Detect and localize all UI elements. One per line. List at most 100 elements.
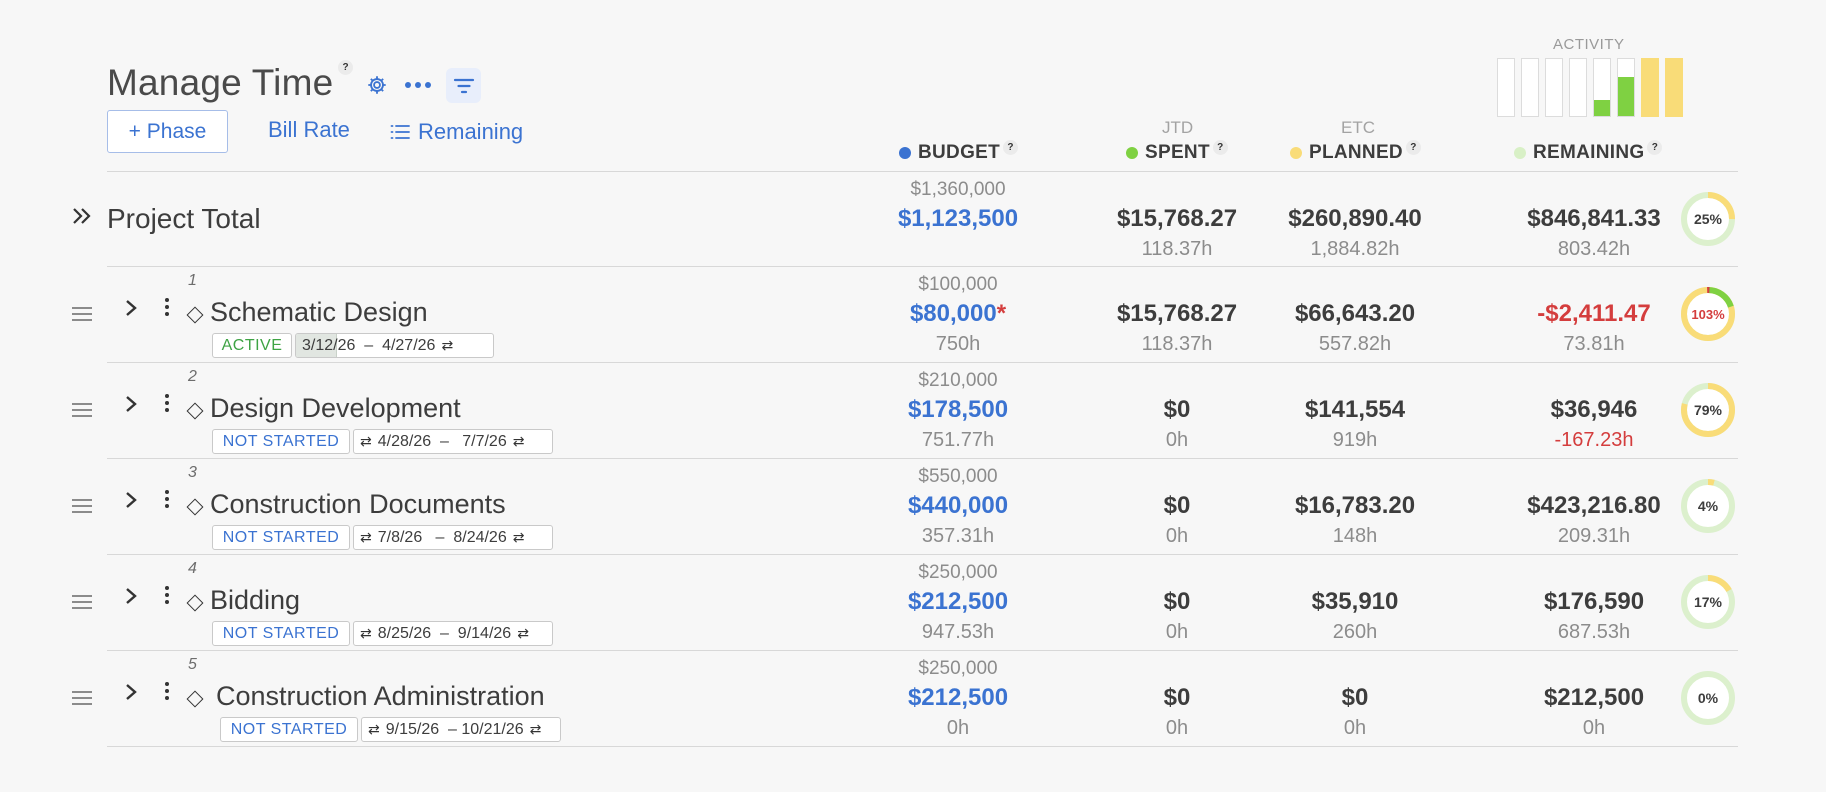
planned-sub-label: ETC: [1341, 118, 1375, 137]
phase-name[interactable]: Construction Administration: [216, 681, 545, 711]
planned-hours: 260h: [1332, 621, 1378, 643]
phase-name[interactable]: Construction Documents: [210, 489, 506, 519]
spent-hours: 118.37h: [1141, 333, 1213, 355]
chevron-right-icon[interactable]: [124, 490, 138, 516]
planned-value: $0: [1341, 684, 1369, 711]
budget-hours: 750h: [935, 333, 981, 355]
date-range[interactable]: ⇄ 9/15/26 – 10/21/26 ⇄: [361, 717, 561, 742]
kebab-icon[interactable]: [165, 586, 171, 607]
total-budget[interactable]: $1,123,500: [897, 205, 1019, 232]
budget-value[interactable]: $178,500: [858, 396, 1058, 424]
date-range-text: 4/28/26 – 7/7/26: [377, 432, 507, 450]
chevron-right-icon[interactable]: [124, 682, 138, 708]
status-badge[interactable]: NOT STARTED: [212, 525, 350, 550]
help-icon[interactable]: ?: [1647, 139, 1663, 155]
planned-column-header[interactable]: PLANNED ?: [1290, 139, 1421, 164]
filter-icon[interactable]: [446, 68, 481, 103]
kebab-icon[interactable]: [165, 394, 171, 415]
budget-column-header[interactable]: BUDGET ?: [899, 139, 1019, 164]
status-badge[interactable]: ACTIVE: [212, 333, 292, 358]
help-icon[interactable]: ?: [1405, 139, 1421, 155]
kebab-icon[interactable]: [165, 298, 171, 319]
swap-icon[interactable]: ⇄: [360, 433, 372, 449]
phase-row[interactable]: 2 Design Development NOT STARTED ⇄ 4/28/…: [0, 362, 1826, 458]
spent-hours: 0h: [1165, 621, 1189, 643]
activity-bar[interactable]: [1665, 58, 1683, 117]
drag-handle-icon[interactable]: [72, 403, 92, 421]
budget-top: $250,000: [918, 658, 998, 679]
remaining-hours: -167.23h: [1554, 429, 1634, 451]
swap-icon[interactable]: ⇄: [512, 529, 525, 545]
chevron-right-icon[interactable]: [124, 586, 138, 612]
remaining-column-label: REMAINING: [1533, 142, 1645, 163]
date-range[interactable]: ⇄ 4/28/26 – 7/7/26 ⇄: [353, 429, 553, 454]
diamond-icon: [186, 402, 204, 420]
help-icon[interactable]: ?: [1212, 139, 1228, 155]
total-remaining: $846,841.33: [1527, 205, 1661, 232]
divider: [107, 171, 1738, 172]
status-badge[interactable]: NOT STARTED: [212, 621, 350, 646]
activity-bar[interactable]: [1593, 58, 1611, 117]
activity-bar[interactable]: [1569, 58, 1587, 117]
drag-handle-icon[interactable]: [72, 499, 92, 517]
activity-bar[interactable]: [1521, 58, 1539, 117]
status-badge[interactable]: NOT STARTED: [220, 717, 358, 742]
chevron-right-icon[interactable]: [124, 394, 138, 420]
more-horizontal-icon[interactable]: [403, 73, 433, 97]
activity-chart: [1497, 57, 1683, 117]
double-chevron-right-icon[interactable]: [72, 207, 92, 230]
drag-handle-icon[interactable]: [72, 307, 92, 325]
divider: [107, 650, 1738, 651]
swap-icon[interactable]: ⇄: [529, 721, 542, 737]
activity-bar[interactable]: [1497, 58, 1515, 117]
remaining-button[interactable]: Remaining: [390, 119, 523, 145]
total-percent: 25%: [1693, 211, 1723, 227]
remaining-value: $423,216.80: [1527, 492, 1661, 519]
spent-value: $15,768.27: [1116, 300, 1238, 327]
swap-icon[interactable]: ⇄: [360, 625, 372, 641]
date-range[interactable]: ⇄ 7/8/26 – 8/24/26 ⇄: [353, 525, 553, 550]
budget-value[interactable]: $80,000*: [858, 300, 1058, 328]
remaining-hours: 73.81h: [1563, 333, 1625, 355]
kebab-icon[interactable]: [165, 682, 171, 703]
drag-handle-icon[interactable]: [72, 595, 92, 613]
bill-rate-button[interactable]: Bill Rate: [268, 117, 350, 142]
swap-icon[interactable]: ⇄: [441, 337, 454, 353]
budget-value[interactable]: $212,500: [858, 588, 1058, 616]
planned-value: $35,910: [1311, 588, 1399, 615]
date-range[interactable]: 3/12/26 – 4/27/26 ⇄: [295, 333, 494, 358]
phase-row[interactable]: 1 Schematic Design ACTIVE 3/12/26 – 4/27…: [0, 266, 1826, 362]
phase-number: 1: [188, 272, 197, 289]
phase-row[interactable]: 3 Construction Documents NOT STARTED ⇄ 7…: [0, 458, 1826, 554]
phase-row[interactable]: 4 Bidding NOT STARTED ⇄ 8/25/26 – 9/14/2…: [0, 554, 1826, 650]
activity-bar[interactable]: [1545, 58, 1563, 117]
chevron-right-icon[interactable]: [124, 298, 138, 324]
remaining-value: $36,946: [1550, 396, 1638, 423]
swap-icon[interactable]: ⇄: [360, 529, 372, 545]
spent-column-header[interactable]: SPENT ?: [1126, 139, 1228, 164]
help-icon[interactable]: ?: [338, 60, 353, 75]
add-phase-button[interactable]: + Phase: [107, 110, 228, 153]
swap-icon[interactable]: ⇄: [368, 721, 380, 737]
budget-value[interactable]: $440,000: [858, 492, 1058, 520]
planned-value: $141,554: [1304, 396, 1406, 423]
spent-dot: [1126, 147, 1138, 159]
budget-value[interactable]: $212,500: [858, 684, 1058, 712]
swap-icon[interactable]: ⇄: [517, 625, 529, 641]
spent-hours: 0h: [1165, 525, 1189, 547]
phase-name[interactable]: Schematic Design: [210, 297, 428, 327]
drag-handle-icon[interactable]: [72, 691, 92, 709]
activity-bar-fill: [1666, 59, 1682, 116]
date-range[interactable]: ⇄ 8/25/26 – 9/14/26 ⇄: [353, 621, 553, 646]
swap-icon[interactable]: ⇄: [512, 433, 525, 449]
help-icon[interactable]: ?: [1003, 139, 1019, 155]
kebab-icon[interactable]: [165, 490, 171, 511]
phase-name[interactable]: Design Development: [210, 393, 461, 423]
phase-row[interactable]: 5 Construction Administration NOT STARTE…: [0, 650, 1826, 746]
activity-bar[interactable]: [1641, 58, 1659, 117]
status-badge[interactable]: NOT STARTED: [212, 429, 350, 454]
remaining-column-header[interactable]: REMAINING ?: [1514, 139, 1663, 164]
phase-name[interactable]: Bidding: [210, 585, 301, 615]
activity-bar[interactable]: [1617, 58, 1635, 117]
gear-icon[interactable]: [365, 73, 389, 97]
